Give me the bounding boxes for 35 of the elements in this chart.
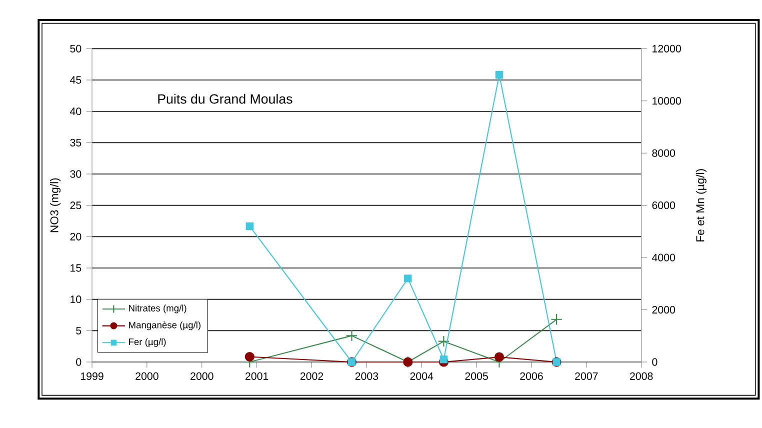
y2-tick-label: 10000 — [652, 97, 681, 105]
legend-label: Manganèse (µg/l) — [129, 321, 200, 330]
y-tick-label: 15 — [70, 264, 82, 272]
y2-tick-label: 2000 — [652, 306, 676, 314]
x-tick-label: 2004 — [410, 372, 434, 380]
y2-tick-label: 8000 — [652, 149, 676, 157]
y-tick-label: 5 — [76, 326, 82, 334]
y-tick-label: 30 — [70, 170, 82, 178]
y2-tick-label: 0 — [652, 358, 658, 366]
x-tick-label: 2001 — [245, 372, 268, 380]
x-tick-label: 2000 — [136, 372, 158, 380]
x-tick-label: 2003 — [355, 372, 378, 380]
x-tick-label: 2002 — [300, 372, 324, 380]
y-tick-label: 40 — [70, 108, 82, 116]
y-tick-label: 50 — [70, 44, 82, 52]
x-tick-label: 2000 — [190, 372, 214, 380]
x-tick-label: 2006 — [520, 372, 543, 380]
y2-tick-label: 12000 — [652, 44, 681, 52]
y2-axis-title: Fe et Mn (µg/l) — [696, 169, 706, 242]
y-tick-label: 45 — [70, 76, 82, 84]
y-tick-label: 20 — [70, 232, 82, 240]
y-tick-label: 25 — [70, 202, 82, 210]
x-tick-label: 1999 — [80, 372, 104, 380]
x-tick-label: 2007 — [575, 372, 598, 380]
x-tick-label: 2005 — [465, 372, 488, 380]
y-tick-label: 0 — [76, 358, 82, 366]
y-tick-label: 10 — [70, 296, 82, 304]
annotation: Puits du Grand Moulas — [158, 94, 292, 104]
x-tick-label: 2008 — [630, 372, 653, 380]
y-tick-label: 35 — [70, 138, 82, 146]
legend-label: Nitrates (mg/l) — [129, 304, 186, 314]
y2-tick-label: 4000 — [652, 254, 676, 262]
legend-label: Fer (µg/l) — [129, 338, 166, 347]
y2-tick-label: 6000 — [652, 202, 676, 210]
y-axis-title: NO3 (mg/l) — [50, 178, 61, 232]
